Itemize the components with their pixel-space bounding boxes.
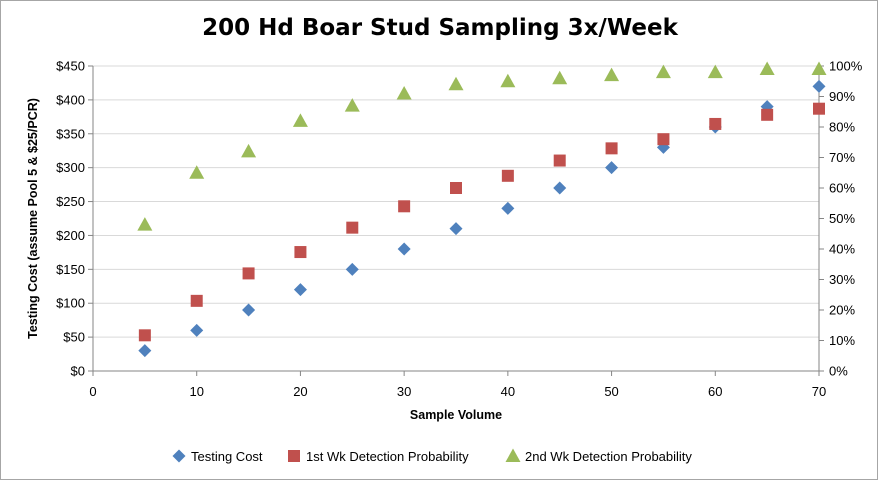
y-tick-label: $450 xyxy=(56,59,85,74)
data-point xyxy=(813,102,825,115)
legend-label: 1st Wk Detection Probability xyxy=(306,449,469,464)
x-tick-label: 0 xyxy=(89,384,96,399)
data-point xyxy=(241,143,257,158)
y2-tick-label: 10% xyxy=(829,333,855,348)
y2-tick-label: 20% xyxy=(829,303,855,318)
data-point xyxy=(242,303,256,317)
x-tick-label: 50 xyxy=(604,384,618,399)
data-point xyxy=(657,133,670,146)
y-axis-title: Testing Cost (assume Pool 5 & $25/PCR) xyxy=(26,98,40,339)
y2-tick-label: 40% xyxy=(829,242,855,257)
y-tick-label: $400 xyxy=(56,92,85,107)
tick-labels: $0 $50 $100 $150 $200 $250 $300 $350 $400 $450 0% 1… xyxy=(56,59,863,400)
data-point xyxy=(398,200,411,213)
x-tick-label: 10 xyxy=(189,384,203,399)
data-point xyxy=(553,181,567,195)
x-tick-label: 30 xyxy=(397,384,411,399)
y-tick-label: $150 xyxy=(56,262,85,277)
data-point xyxy=(553,154,566,167)
data-points xyxy=(137,61,827,358)
legend-marker xyxy=(505,448,521,462)
data-point xyxy=(138,344,152,358)
y-tick-label: $350 xyxy=(56,126,85,141)
legend-marker xyxy=(288,450,300,462)
data-point xyxy=(293,283,307,297)
data-point xyxy=(448,76,464,91)
x-tick-label: 20 xyxy=(293,384,307,399)
data-point xyxy=(552,70,568,85)
y2-tick-label: 70% xyxy=(829,150,855,165)
data-point xyxy=(138,329,151,342)
chart-title: 200 Hd Boar Stud Sampling 3x/Week xyxy=(202,15,678,41)
y-tick-label: $300 xyxy=(56,160,85,175)
data-point xyxy=(604,67,620,82)
data-point xyxy=(294,246,307,259)
data-point xyxy=(344,98,360,112)
y2-tick-label: 100% xyxy=(829,59,863,74)
data-point xyxy=(707,64,723,79)
data-point xyxy=(761,108,774,121)
y-tick-label: $0 xyxy=(71,364,85,379)
data-point xyxy=(655,64,671,79)
y-tick-label: $50 xyxy=(63,330,85,345)
y-tick-label: $200 xyxy=(56,228,85,243)
data-point xyxy=(137,217,153,231)
x-tick-label: 60 xyxy=(708,384,722,399)
data-point xyxy=(811,61,827,76)
gridlines xyxy=(93,65,819,372)
y-tick-label: $250 xyxy=(56,194,85,209)
data-point xyxy=(190,294,203,307)
y2-tick-label: 90% xyxy=(829,89,855,104)
data-point xyxy=(501,169,514,182)
data-point xyxy=(190,323,204,337)
legend-label: Testing Cost xyxy=(191,449,263,464)
data-point xyxy=(605,161,619,175)
data-point xyxy=(189,165,205,179)
data-point xyxy=(346,221,359,234)
y2-tick-label: 0% xyxy=(829,364,848,379)
y-tick-label: $100 xyxy=(56,296,85,311)
legend: Testing Cost 1st Wk Detection Probability… xyxy=(172,448,692,464)
x-tick-label: 70 xyxy=(812,384,826,399)
legend-marker xyxy=(172,449,186,463)
x-tick-label: 40 xyxy=(501,384,515,399)
x-axis-title: Sample Volume xyxy=(410,408,502,422)
y2-tick-label: 60% xyxy=(829,181,855,196)
data-point xyxy=(605,142,618,155)
data-point xyxy=(345,262,359,276)
data-point xyxy=(759,61,775,76)
data-point xyxy=(450,182,462,194)
axes xyxy=(88,65,824,376)
data-point xyxy=(709,117,722,130)
y2-tick-label: 50% xyxy=(829,211,855,226)
legend-label: 2nd Wk Detection Probability xyxy=(525,449,692,464)
data-point xyxy=(500,73,516,88)
data-point xyxy=(449,222,463,236)
y2-tick-label: 80% xyxy=(829,120,855,135)
data-point xyxy=(397,242,411,256)
data-point xyxy=(396,85,412,100)
data-point xyxy=(292,113,308,127)
data-point xyxy=(501,201,515,215)
y2-tick-label: 30% xyxy=(829,272,855,287)
data-point xyxy=(242,267,255,280)
data-point xyxy=(812,79,826,93)
